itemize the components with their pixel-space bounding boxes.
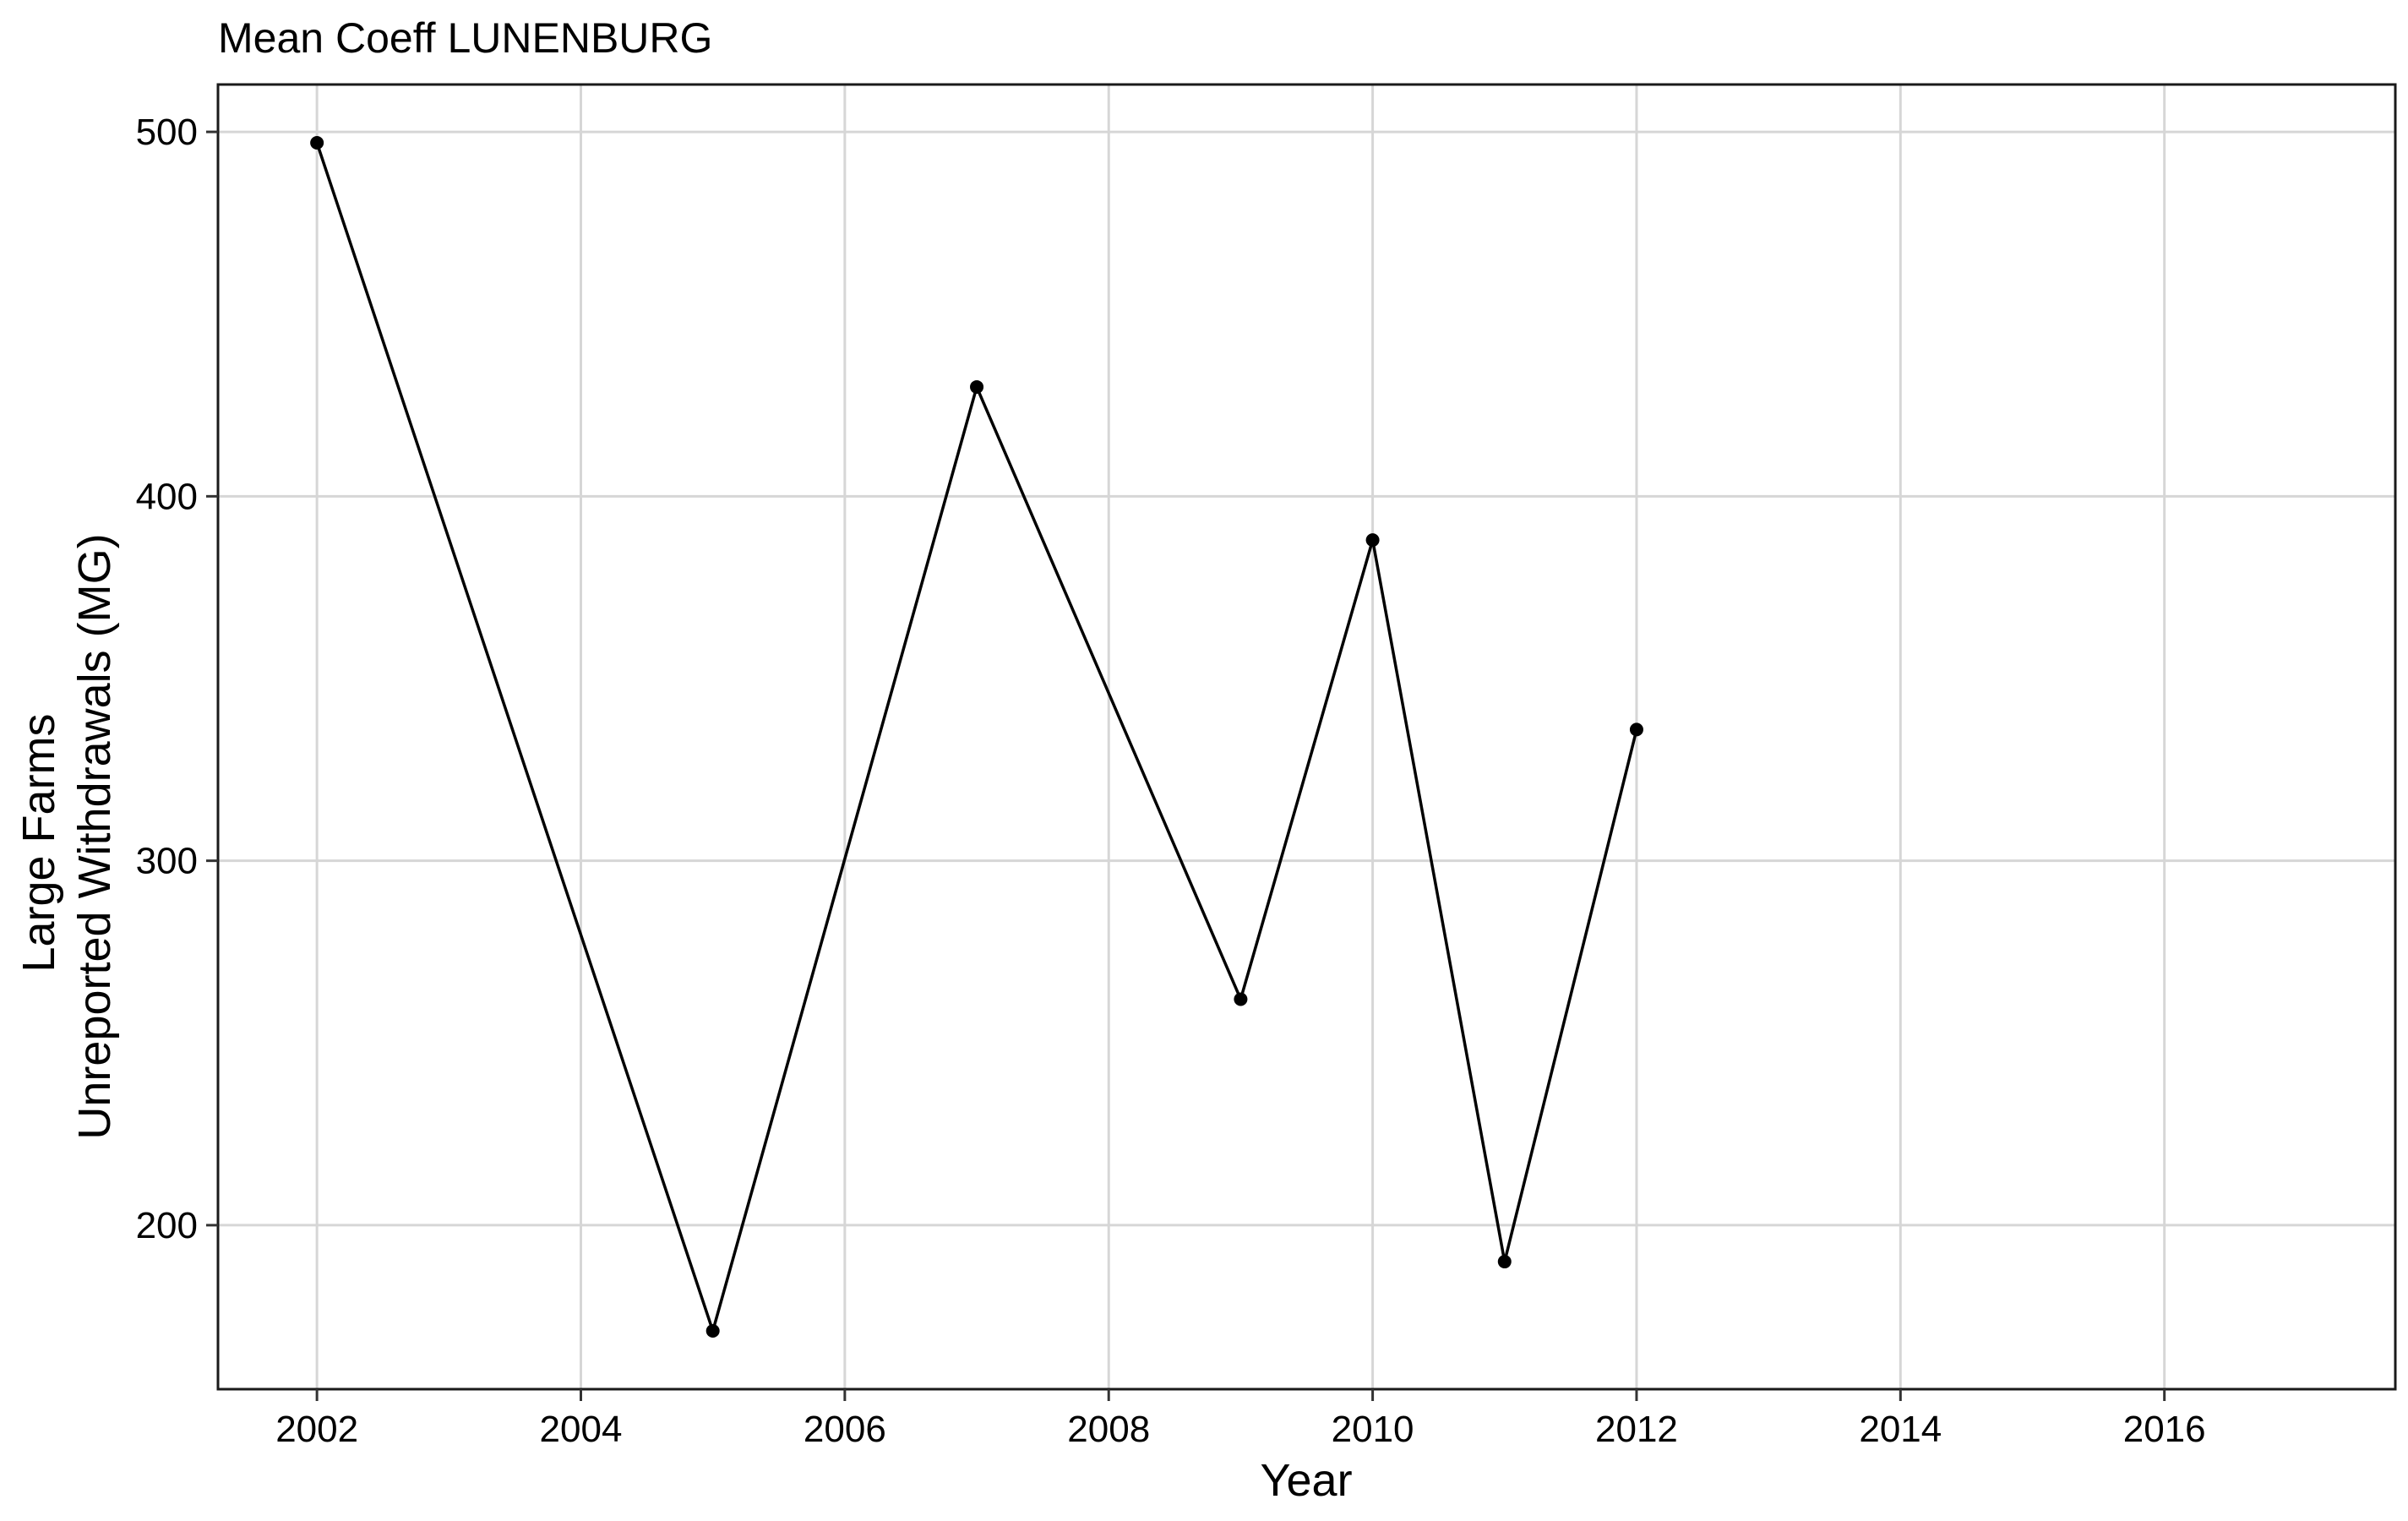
data-point [1234,992,1248,1006]
x-axis-title: Year [1260,1455,1352,1506]
y-axis-title-line-2: Unreported Withdrawals (MG) [69,533,120,1139]
chart-title: Mean Coeff LUNENBURG [218,14,712,62]
y-tick-label: 200 [136,1205,198,1246]
x-tick-label: 2004 [540,1409,623,1450]
x-tick-label: 2006 [804,1409,886,1450]
data-point [1629,722,1643,737]
y-axis-title-line-1: Large Farms [14,713,64,972]
data-point [970,379,984,394]
axis-ticks [206,130,2166,1401]
x-tick-label: 2008 [1067,1409,1150,1450]
data-points [310,136,1643,1338]
x-tick-label: 2010 [1332,1409,1414,1450]
data-point [706,1323,720,1338]
y-tick-label: 300 [136,841,198,882]
data-point [310,136,324,150]
x-tick-label: 2014 [1859,1409,1942,1450]
data-point [1365,533,1380,548]
y-tick-label: 500 [136,112,198,153]
grid [218,84,2395,1389]
x-tick-label: 2002 [275,1409,358,1450]
x-tick-label: 2012 [1595,1409,1678,1450]
series-line [315,142,1638,1336]
x-tick-label: 2016 [2123,1409,2206,1450]
data-point [1497,1255,1512,1269]
y-axis-title: Large Farms Unreported Withdrawals (MG) [14,533,120,1139]
y-tick-label: 400 [136,476,198,517]
axis-tick-labels: 2002 2004 2006 2008 2010 2012 2014 2016 200 300 40… [136,112,2206,1450]
plot-panel [216,83,2397,1391]
